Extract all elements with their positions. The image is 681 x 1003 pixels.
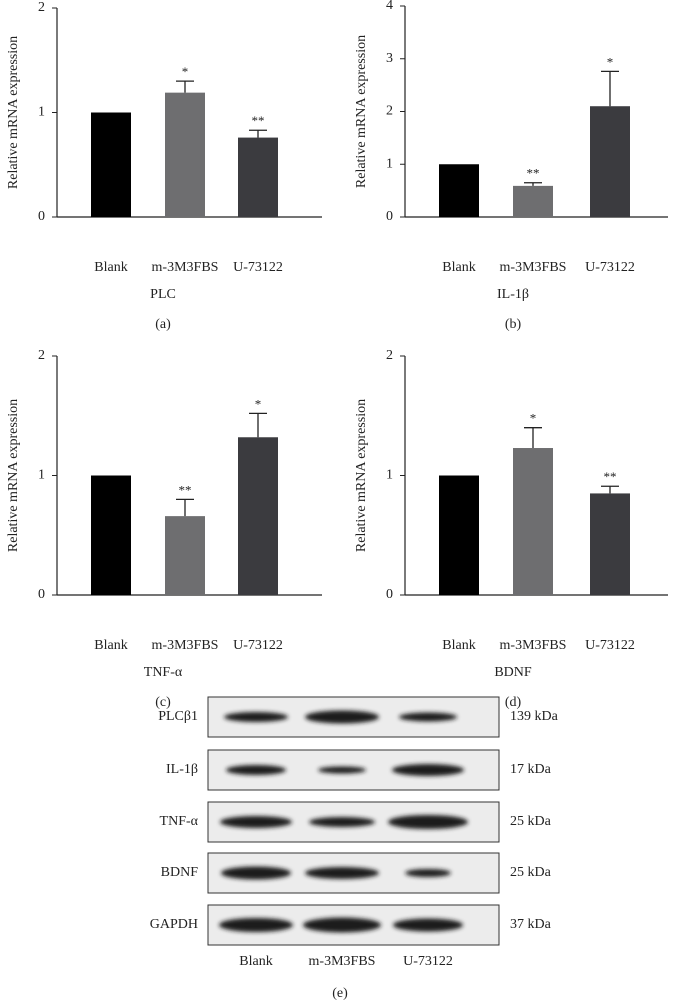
x-tick-label: Blank	[94, 638, 127, 653]
size-label: 139 kDa	[510, 709, 559, 724]
error-bar	[601, 485, 619, 494]
bar	[513, 185, 553, 217]
protein-label: GAPDH	[150, 917, 198, 932]
significance-label: *	[530, 411, 537, 426]
x-tick-label: m-3M3FBS	[152, 638, 219, 653]
y-tick-label: 1	[38, 468, 45, 483]
y-tick-label: 1	[386, 468, 393, 483]
y-tick-label: 2	[38, 0, 45, 15]
band	[224, 712, 288, 722]
y-axis-label: Relative mRNA expression	[6, 36, 21, 189]
error-bar	[601, 70, 619, 107]
y-tick-label: 1	[386, 156, 393, 171]
y-axis-label: Relative mRNA expression	[6, 399, 21, 552]
y-tick-label: 3	[386, 51, 393, 66]
y-tick-label: 2	[386, 348, 393, 363]
significance-label: **	[604, 469, 617, 484]
significance-label: *	[182, 64, 189, 79]
significance-label: **	[252, 113, 265, 128]
significance-label: **	[527, 166, 540, 181]
significance-label: *	[255, 396, 262, 411]
band	[221, 866, 291, 880]
lane-label: U-73122	[403, 954, 453, 969]
band	[219, 918, 293, 932]
x-tick-label: m-3M3FBS	[500, 260, 567, 275]
y-tick-label: 2	[386, 104, 393, 119]
band	[305, 710, 379, 724]
error-bar	[176, 498, 194, 517]
lane-label: Blank	[239, 954, 272, 969]
significance-label: **	[179, 482, 192, 497]
y-axis-label: Relative mRNA expression	[354, 399, 369, 552]
protein-label: IL-1β	[166, 762, 198, 777]
x-tick-label: U-73122	[233, 638, 283, 653]
lane-label: m-3M3FBS	[309, 954, 376, 969]
bar	[165, 516, 205, 595]
protein-label: PLCβ1	[158, 709, 198, 724]
x-tick-label: Blank	[442, 260, 475, 275]
error-bar	[249, 412, 267, 438]
bar	[590, 106, 630, 217]
band	[309, 817, 375, 827]
band	[388, 815, 468, 829]
y-tick-label: 0	[38, 209, 45, 224]
size-label: 25 kDa	[510, 814, 552, 829]
panel-label: (b)	[505, 317, 522, 332]
y-tick-label: 1	[38, 105, 45, 120]
x-tick-label: U-73122	[585, 638, 635, 653]
bar	[238, 137, 278, 217]
significance-label: *	[607, 54, 614, 69]
error-bar	[524, 182, 542, 186]
bar	[590, 493, 630, 595]
y-axis-label: Relative mRNA expression	[354, 35, 369, 188]
panel-label: (c)	[155, 695, 171, 710]
error-bar	[249, 129, 267, 138]
size-label: 25 kDa	[510, 865, 552, 880]
x-axis-label: TNF-α	[144, 665, 183, 680]
y-tick-label: 2	[38, 348, 45, 363]
band	[405, 869, 451, 877]
y-tick-label: 0	[386, 209, 393, 224]
bar	[513, 448, 553, 595]
protein-label: BDNF	[161, 865, 199, 880]
x-tick-label: m-3M3FBS	[152, 260, 219, 275]
protein-label: TNF-α	[160, 814, 199, 829]
panel-label: (d)	[505, 695, 522, 710]
y-tick-label: 0	[386, 587, 393, 602]
x-axis-label: PLC	[150, 287, 176, 302]
bar	[91, 475, 131, 595]
band	[318, 766, 366, 774]
size-label: 37 kDa	[510, 917, 552, 932]
error-bar	[524, 427, 542, 449]
bar	[439, 475, 479, 595]
bar	[439, 164, 479, 217]
y-tick-label: 4	[386, 0, 393, 13]
x-tick-label: U-73122	[585, 260, 635, 275]
x-axis-label: BDNF	[494, 665, 532, 680]
panel-label: (a)	[155, 317, 171, 332]
panel-label: (e)	[332, 986, 348, 1001]
band	[226, 765, 286, 775]
band	[393, 918, 463, 932]
band	[303, 917, 381, 933]
x-tick-label: U-73122	[233, 260, 283, 275]
band	[399, 712, 457, 722]
bar	[238, 437, 278, 595]
x-axis-label: IL-1β	[497, 287, 529, 302]
bar	[91, 112, 131, 217]
y-tick-label: 0	[38, 587, 45, 602]
size-label: 17 kDa	[510, 762, 552, 777]
band	[220, 816, 292, 828]
x-tick-label: m-3M3FBS	[500, 638, 567, 653]
x-tick-label: Blank	[94, 260, 127, 275]
bar	[165, 92, 205, 217]
band	[392, 764, 464, 776]
x-tick-label: Blank	[442, 638, 475, 653]
band	[305, 867, 379, 879]
error-bar	[176, 80, 194, 93]
